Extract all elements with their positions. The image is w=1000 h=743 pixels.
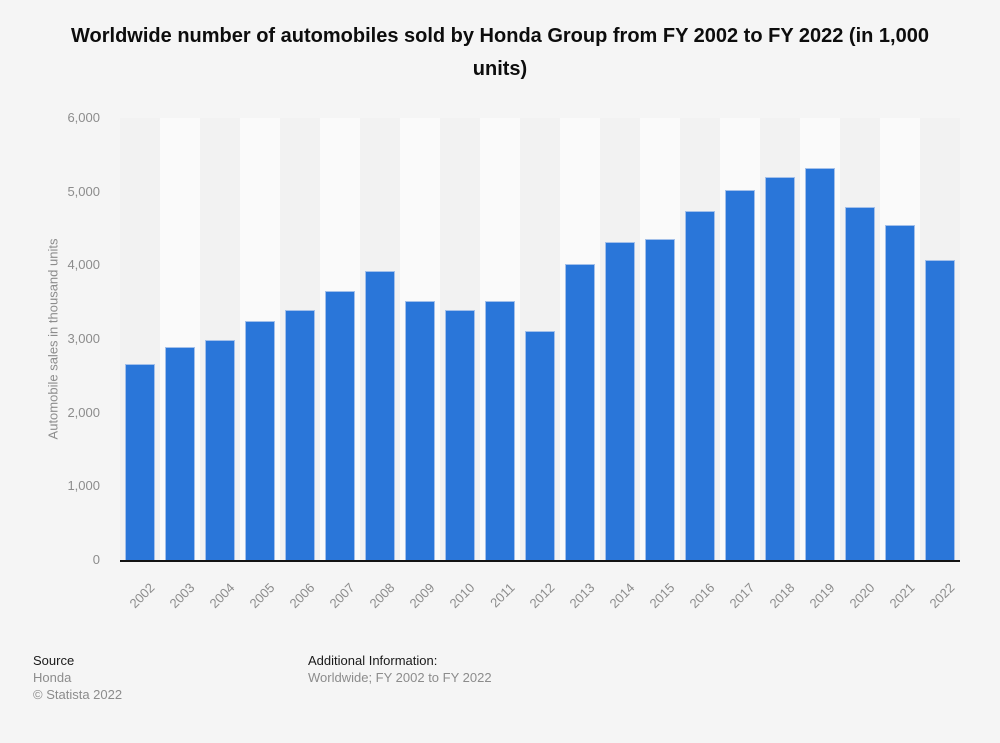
y-tick-label: 3,000 [67, 331, 100, 346]
column-stripe-2005 [240, 118, 280, 560]
bar-2008 [365, 271, 395, 560]
y-tick-label: 6,000 [67, 110, 100, 125]
x-tick-label-2019: 2019 [806, 580, 838, 612]
x-tick-label-2007: 2007 [326, 580, 358, 612]
source-label: Source [33, 653, 75, 668]
column-stripe-2010 [440, 118, 480, 560]
bar-2017 [725, 190, 755, 560]
bar-2006 [285, 310, 315, 560]
column-stripe-2003 [160, 118, 200, 560]
x-tick-label-2020: 2020 [846, 580, 878, 612]
y-tick-label: 2,000 [67, 404, 100, 420]
column-stripe-2020 [840, 118, 880, 560]
bar-2002 [125, 364, 155, 560]
column-stripe-2004 [200, 118, 240, 560]
bar-2019 [805, 168, 835, 560]
x-tick-label-2011: 2011 [487, 580, 518, 611]
additional-info-label: Additional Information: [308, 653, 438, 668]
footer-additional-information: Additional Information: Worldwide; FY 20… [308, 652, 492, 686]
source-value: Honda [33, 670, 72, 685]
bar-2015 [645, 239, 675, 560]
column-stripe-2017 [720, 118, 760, 560]
x-tick-label-2012: 2012 [526, 580, 558, 612]
column-stripe-2007 [320, 118, 360, 560]
x-tick-label-2003: 2003 [166, 580, 198, 612]
x-axis-line [120, 560, 960, 562]
column-stripe-2022 [920, 118, 960, 560]
bar-2022 [925, 260, 955, 560]
x-tick-label-2016: 2016 [686, 580, 718, 612]
column-stripe-2011 [480, 118, 520, 560]
bar-2013 [565, 264, 595, 560]
bar-2016 [685, 211, 715, 560]
y-tick-label: 1,000 [67, 478, 100, 494]
y-tick-label: 5,000 [67, 183, 100, 199]
x-tick-label-2004: 2004 [206, 580, 238, 612]
x-tick-label-2005: 2005 [246, 580, 278, 612]
column-stripe-2021 [880, 118, 920, 560]
x-tick-label-2015: 2015 [646, 580, 678, 612]
x-tick-label-2006: 2006 [286, 580, 318, 612]
x-tick-label-2018: 2018 [766, 580, 798, 612]
bar-2018 [765, 177, 795, 560]
y-axis-title: Automobile sales in thousand units [45, 238, 61, 440]
bar-2009 [405, 301, 435, 560]
bar-2014 [605, 242, 635, 560]
bar-2021 [885, 225, 915, 560]
column-stripe-2006 [280, 118, 320, 560]
bar-2011 [485, 301, 515, 560]
column-stripe-2008 [360, 118, 400, 560]
x-tick-label-2022: 2022 [926, 580, 958, 612]
x-tick-label-2002: 2002 [126, 580, 158, 612]
column-stripe-2016 [680, 118, 720, 560]
x-tick-label-2009: 2009 [406, 580, 438, 612]
copyright: © Statista 2022 [33, 687, 123, 702]
bar-2003 [165, 347, 195, 560]
x-tick-label-2008: 2008 [366, 580, 398, 612]
column-stripe-2013 [560, 118, 600, 560]
column-stripe-2012 [520, 118, 560, 560]
y-tick-label: 0 [92, 552, 100, 567]
column-stripe-2009 [400, 118, 440, 560]
bar-2004 [205, 340, 235, 560]
bar-2005 [245, 321, 275, 560]
column-stripe-2002 [120, 118, 160, 560]
additional-info-value: Worldwide; FY 2002 to FY 2022 [308, 670, 492, 685]
column-stripe-2015 [640, 118, 680, 560]
column-stripe-2019 [800, 118, 840, 560]
plot-area [120, 118, 960, 560]
x-tick-label-2010: 2010 [446, 580, 478, 612]
chart-title: Worldwide number of automobiles sold by … [71, 25, 929, 80]
bar-2007 [325, 291, 355, 560]
bar-2012 [525, 331, 555, 560]
bar-2010 [445, 310, 475, 560]
x-tick-label-2013: 2013 [566, 580, 598, 612]
column-stripe-2014 [600, 118, 640, 560]
x-tick-label-2014: 2014 [606, 580, 638, 612]
x-tick-label-2017: 2017 [726, 580, 758, 612]
footer-source: Source Honda © Statista 2022 [33, 652, 122, 703]
column-stripe-2018 [760, 118, 800, 560]
bar-2020 [845, 207, 875, 560]
y-tick-label: 4,000 [67, 257, 100, 273]
x-tick-label-2021: 2021 [886, 580, 918, 612]
